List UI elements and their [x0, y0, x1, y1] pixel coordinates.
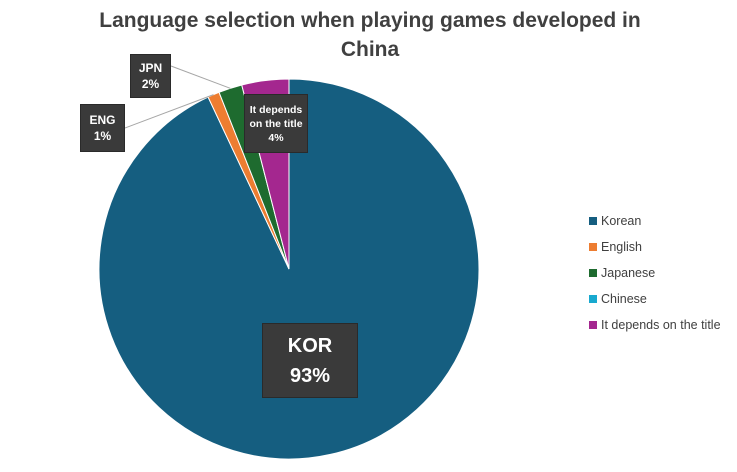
- data-label-korean: KOR 93%: [262, 323, 358, 398]
- legend-swatch: [589, 321, 597, 329]
- legend-item-english: English: [589, 234, 721, 260]
- legend-item-it-depends-on-the-title: It depends on the title: [589, 312, 721, 338]
- legend-swatch: [589, 243, 597, 251]
- legend-item-korean: Korean: [589, 208, 721, 234]
- data-label-value: 2%: [141, 77, 160, 91]
- data-label-value: 1%: [93, 129, 112, 143]
- legend-swatch: [589, 217, 597, 225]
- data-label-name: KOR: [287, 334, 333, 357]
- leader-line-english: [124, 94, 214, 129]
- chart-title: Language selection when playing games de…: [60, 6, 680, 64]
- data-label-value: 93%: [289, 364, 331, 387]
- data-label-name: ENG: [89, 113, 116, 127]
- data-label-name: It depends: [249, 103, 303, 116]
- legend-item-chinese: Chinese: [589, 286, 721, 312]
- legend-label: It depends on the title: [601, 318, 721, 332]
- legend-swatch: [589, 269, 597, 277]
- legend-swatch: [589, 295, 597, 303]
- legend: Korean English Japanese Chinese It depen…: [589, 208, 721, 338]
- legend-item-japanese: Japanese: [589, 260, 721, 286]
- chart-title-line: China: [340, 38, 400, 61]
- legend-label: English: [601, 240, 642, 254]
- data-label-japanese: JPN 2%: [130, 54, 171, 98]
- data-label-name: on the title: [249, 117, 303, 130]
- data-label-it-depends-on-the-title: It depends on the title 4%: [244, 94, 308, 153]
- data-label-english: ENG 1%: [80, 104, 125, 152]
- legend-label: Chinese: [601, 292, 647, 306]
- legend-label: Japanese: [601, 266, 656, 280]
- data-label-value: 4%: [268, 131, 284, 144]
- legend-label: Korean: [601, 214, 642, 228]
- data-label-name: JPN: [138, 61, 163, 75]
- chart-title-line: Language selection when playing games de…: [99, 9, 641, 32]
- leader-line-japanese: [170, 65, 231, 89]
